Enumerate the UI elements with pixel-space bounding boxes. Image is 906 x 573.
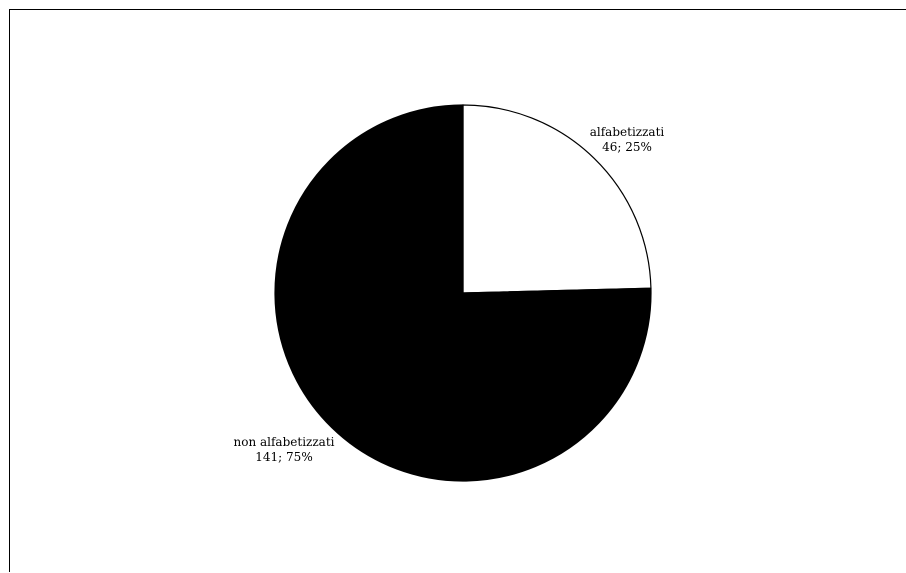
pie-labels: alfabetizzati 46; 25% non alfabetizzati 141… xyxy=(234,125,665,464)
pie-slice-alfabetizzati xyxy=(462,104,652,294)
pie-chart: alfabetizzati 46; 25% non alfabetizzati 141… xyxy=(234,104,665,482)
pie-slice-non-alfabetizzati xyxy=(274,104,652,482)
slice-label-value: 46; 25% xyxy=(602,140,652,154)
slice-label-non-alfabetizzati: non alfabetizzati 141; 75% xyxy=(234,435,335,464)
pie-slices xyxy=(274,104,652,482)
slice-label-name: alfabetizzati xyxy=(590,125,665,139)
chart-frame: alfabetizzati 46; 25% non alfabetizzati 141… xyxy=(9,9,906,572)
slice-label-alfabetizzati: alfabetizzati 46; 25% xyxy=(590,125,665,154)
slice-label-name: non alfabetizzati xyxy=(234,435,335,449)
slice-label-value: 141; 75% xyxy=(255,450,312,464)
